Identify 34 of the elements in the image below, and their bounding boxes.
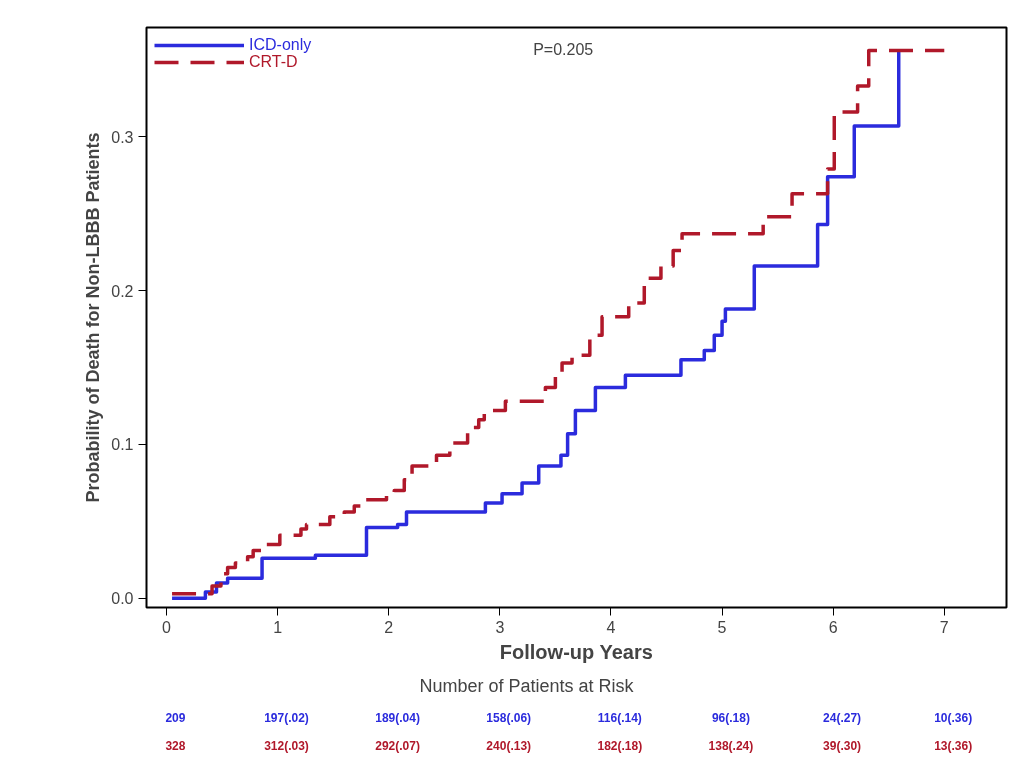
text: CRT-D bbox=[249, 53, 298, 71]
y-tick-label: 0.3 bbox=[111, 128, 134, 146]
x-tick-label: 6 bbox=[828, 618, 838, 636]
x-axis-title: Follow-up Years bbox=[499, 640, 653, 663]
text: 158(.06) bbox=[486, 710, 532, 725]
x-tick-label: 3 bbox=[495, 618, 505, 636]
y-axis-title: Probability of Death for Non-LBBB Patients bbox=[83, 132, 104, 503]
text: 138(.24) bbox=[708, 738, 754, 753]
text: 182(.18) bbox=[597, 738, 643, 753]
text: 13(.36) bbox=[934, 738, 973, 753]
text: 116(.14) bbox=[597, 710, 642, 725]
text: ICD-only bbox=[249, 36, 312, 54]
text: Number of Patients at Risk bbox=[419, 675, 635, 696]
text: 39(.30) bbox=[823, 738, 862, 753]
annotation: P=0.205 bbox=[533, 40, 594, 58]
text: 96(.18) bbox=[711, 710, 750, 725]
text: 328 bbox=[165, 739, 186, 753]
text: 10(.36) bbox=[934, 710, 973, 725]
text: 189(.04) bbox=[375, 710, 420, 725]
x-tick-label: 1 bbox=[273, 618, 283, 636]
text: 292(.07) bbox=[375, 738, 420, 753]
y-tick-label: 0.0 bbox=[111, 590, 134, 608]
text: 197(.02) bbox=[264, 710, 309, 725]
y-tick-label: 0.1 bbox=[111, 436, 134, 454]
x-tick-label: 0 bbox=[162, 618, 172, 636]
x-tick-label: 7 bbox=[939, 618, 949, 636]
text: 209 bbox=[165, 711, 186, 725]
x-tick-label: 4 bbox=[606, 618, 616, 636]
text: 240(.13) bbox=[486, 738, 532, 753]
text: 312(.03) bbox=[264, 738, 309, 753]
x-tick-label: 2 bbox=[384, 618, 394, 636]
x-tick-label: 5 bbox=[717, 618, 727, 636]
text: 24(.27) bbox=[823, 710, 862, 725]
y-tick-label: 0.2 bbox=[111, 282, 134, 300]
